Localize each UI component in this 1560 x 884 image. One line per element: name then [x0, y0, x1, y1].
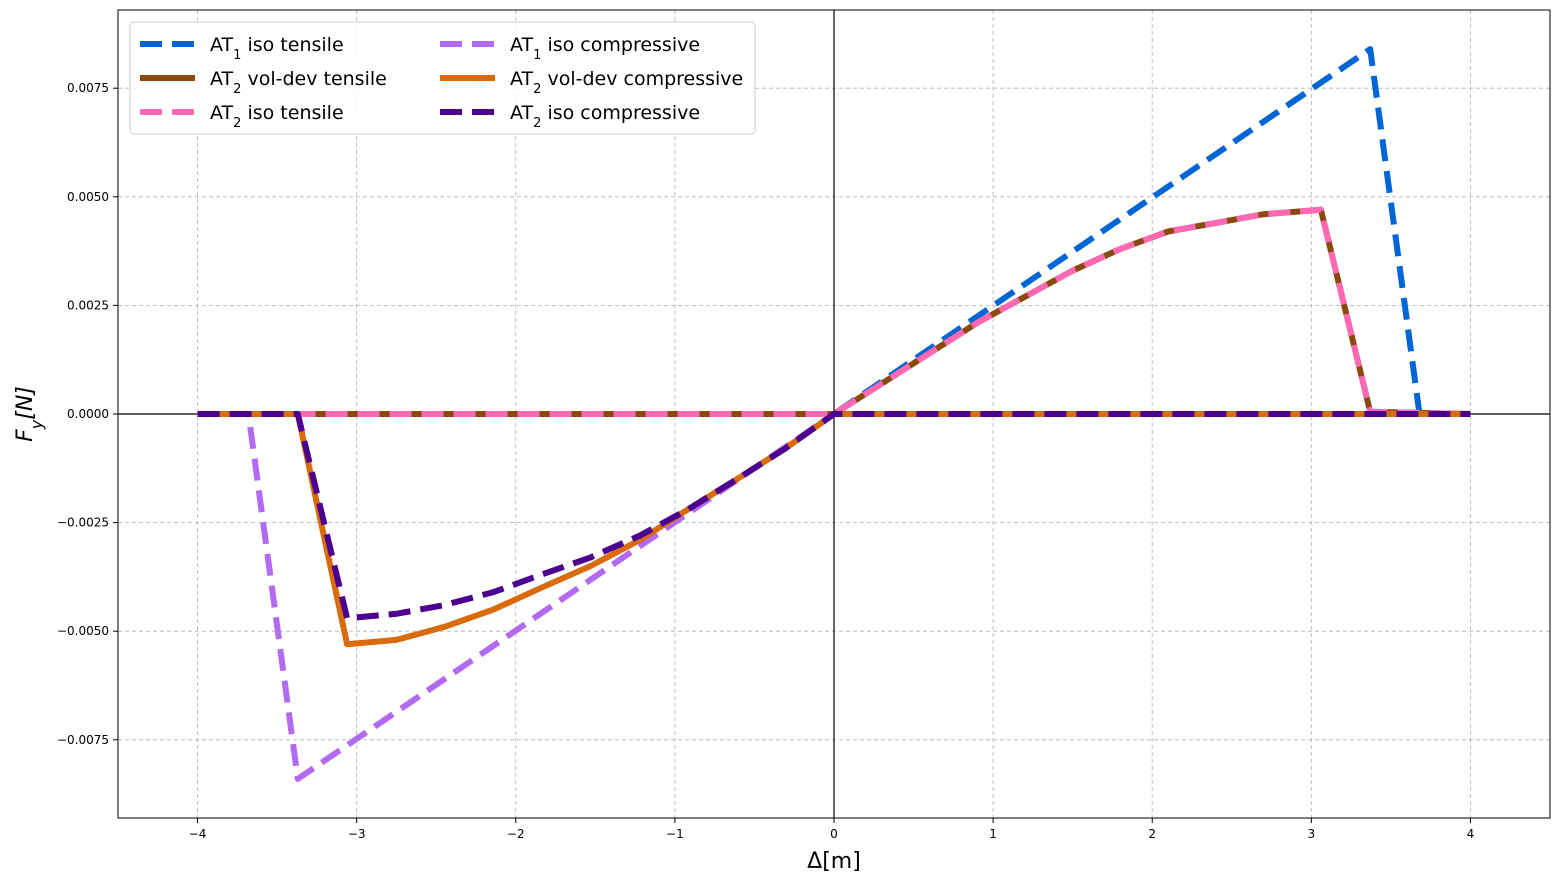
series-lines [197, 46, 1471, 782]
y-tick-label: −0.0050 [57, 624, 109, 638]
y-tick-label: −0.0075 [57, 733, 109, 747]
y-tick-label: −0.0025 [57, 516, 109, 530]
y-tick-label: 0.0025 [67, 298, 109, 312]
x-tick-label: 3 [1308, 827, 1316, 841]
series-line-at2-iso-tensile [197, 206, 1471, 417]
series-line-at2-iso-compressive [197, 411, 1471, 622]
legend-label: AT2 vol-dev tensile [210, 68, 387, 97]
x-axis-label: Δ[m] [807, 849, 861, 874]
x-tick-label: 0 [830, 827, 838, 841]
y-tick-label: 0.0075 [67, 81, 109, 95]
x-tick-label: 1 [989, 827, 997, 841]
legend-label: AT2 vol-dev compressive [510, 68, 743, 97]
x-axis-ticks: −4 −3 −2 −1 0 1 2 3 4 [189, 818, 1475, 841]
x-tick-label: 2 [1148, 827, 1156, 841]
x-tick-label: −4 [189, 827, 207, 841]
legend-label: AT1 iso tensile [210, 34, 344, 63]
y-axis-label: Fy[N] [13, 386, 46, 442]
x-tick-label: −1 [666, 827, 684, 841]
x-tick-label: −3 [348, 827, 366, 841]
y-tick-label: 0.0050 [67, 190, 109, 204]
y-axis-ticks: −0.0075 −0.0050 −0.0025 0.0000 0.0025 0.0050 0… [57, 81, 118, 747]
legend-label: AT2 iso tensile [210, 102, 344, 131]
legend-label: AT2 iso compressive [510, 102, 700, 131]
legend-label: AT1 iso compressive [510, 34, 700, 63]
y-tick-label: 0.0000 [67, 407, 109, 421]
legend: AT1 iso tensile AT2 vol-dev tensile AT2 is… [129, 21, 756, 135]
x-tick-label: 4 [1467, 827, 1475, 841]
x-tick-label: −2 [507, 827, 525, 841]
